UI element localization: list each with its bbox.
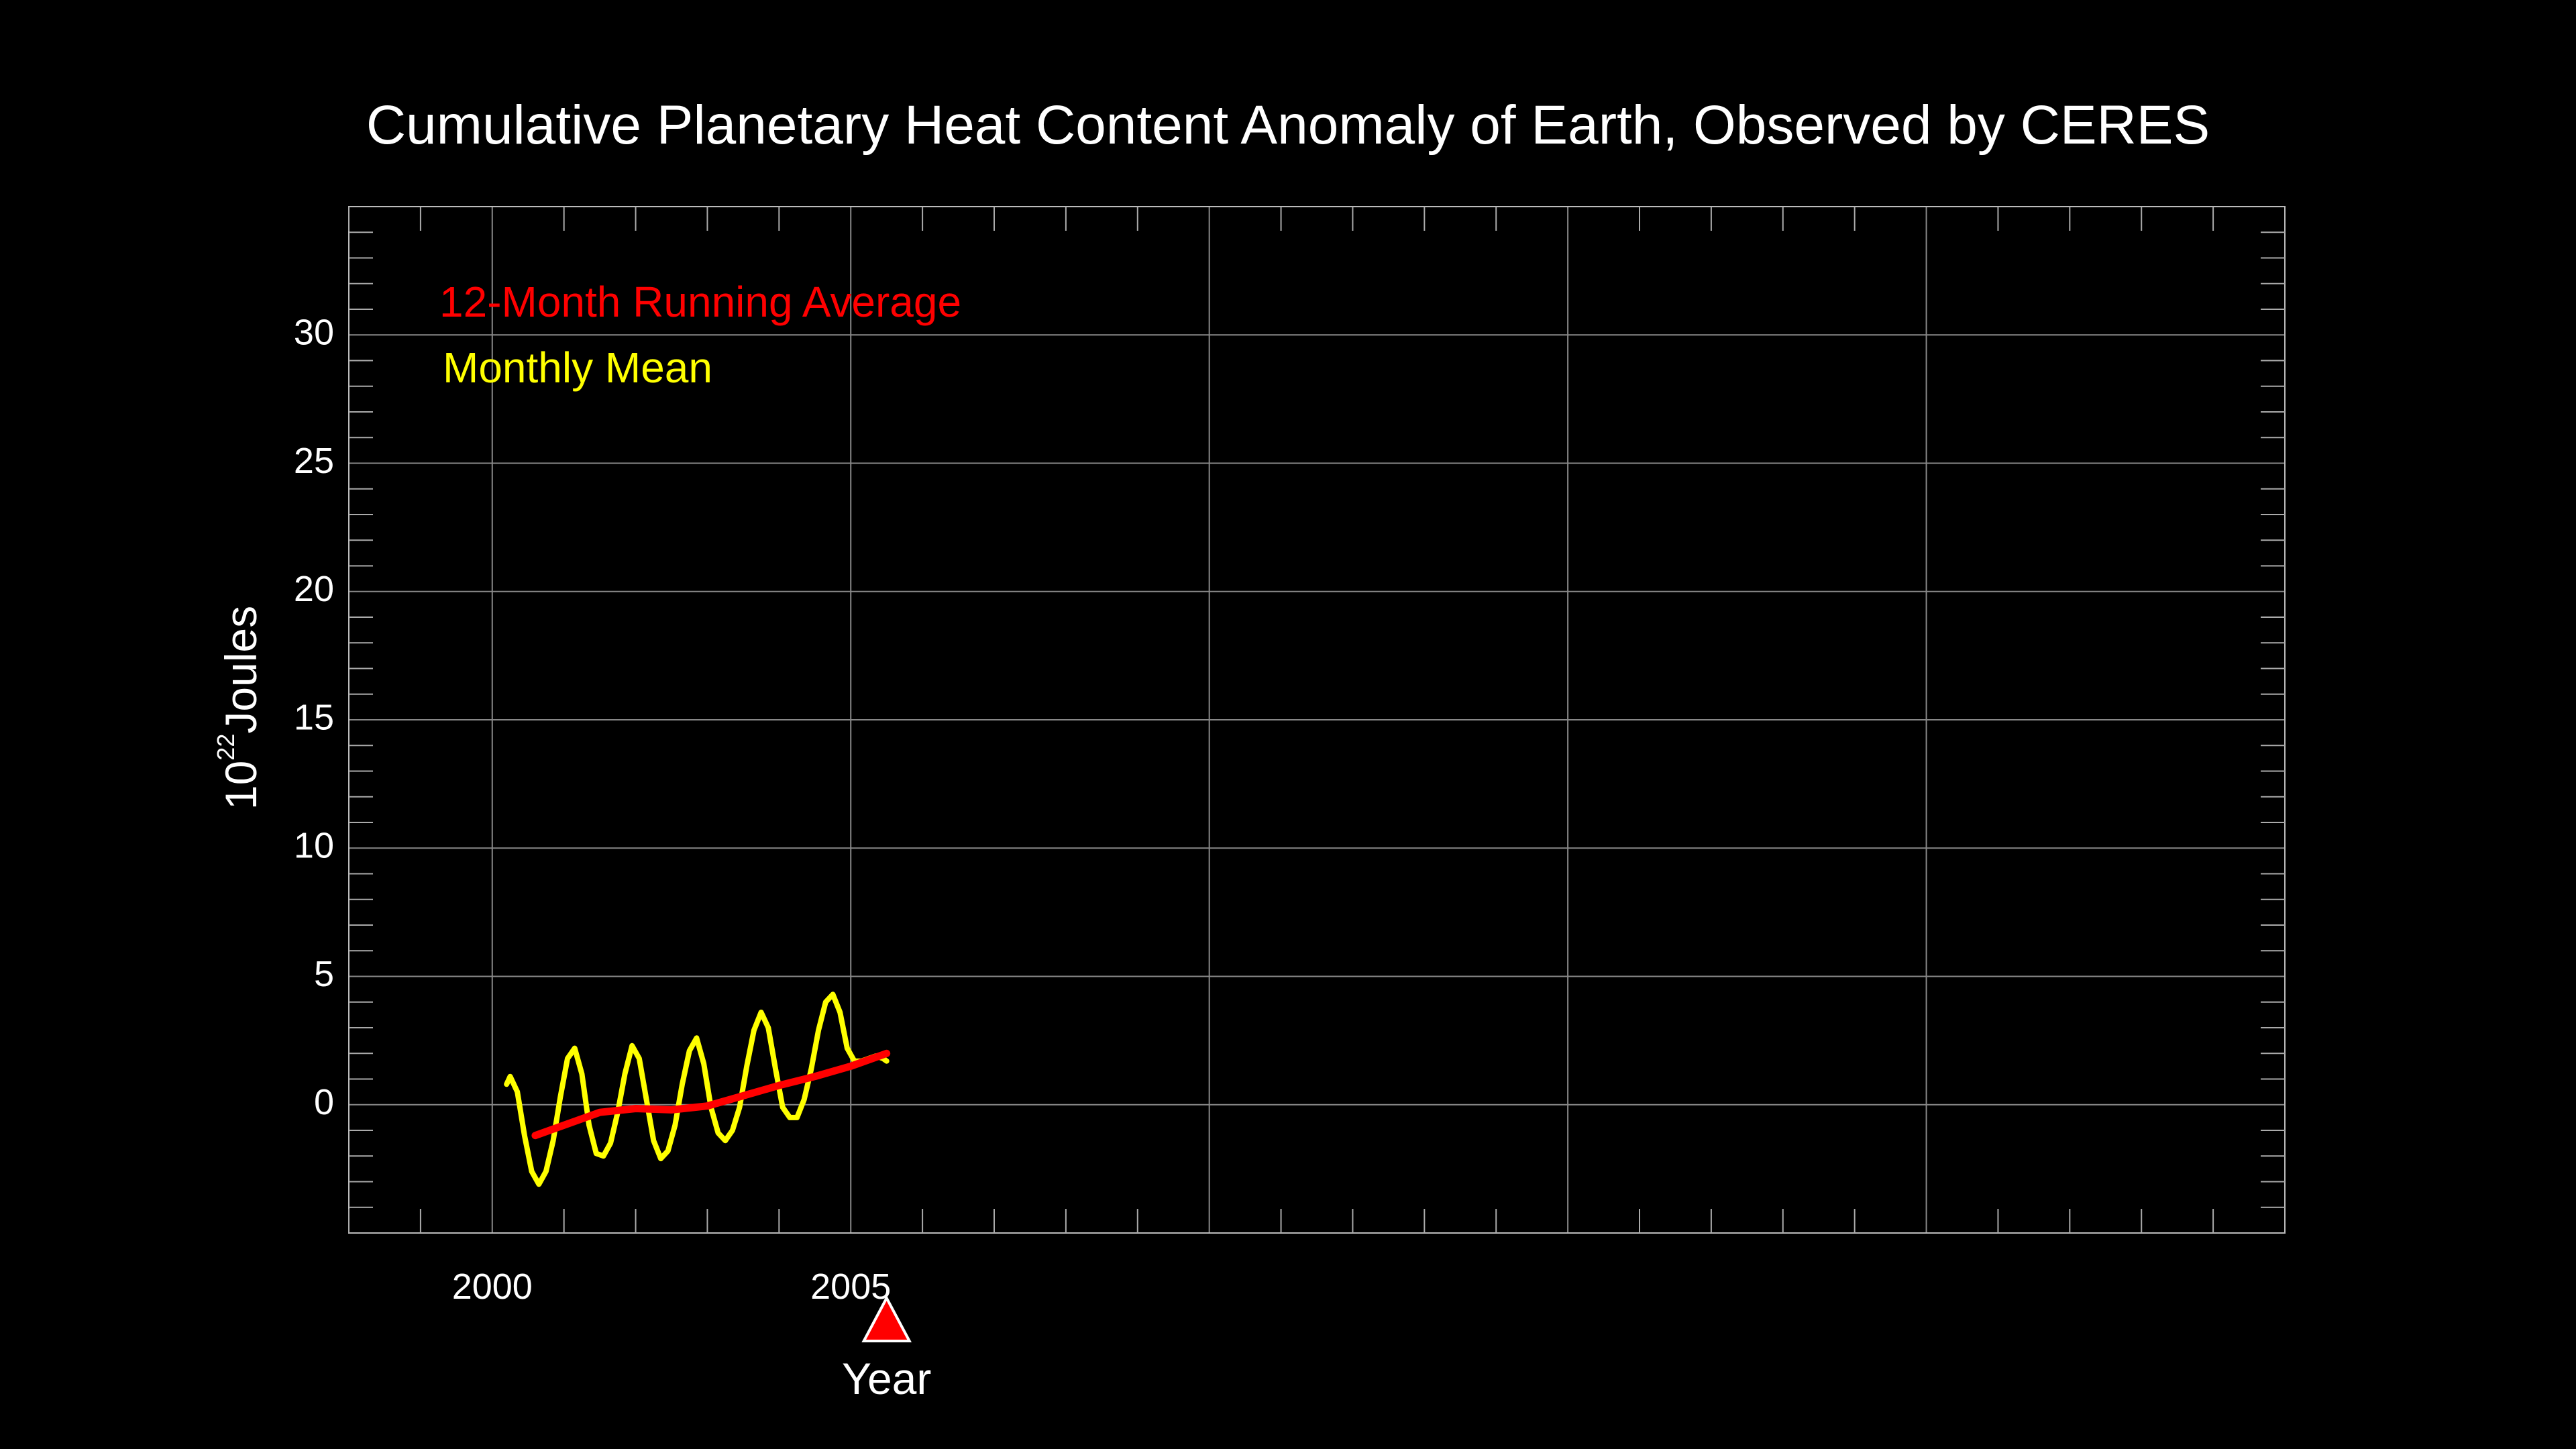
minor-ticks [348,207,2285,1233]
monthly-mean-line [504,991,890,1187]
y-axis-label-exponent: 22 [212,734,239,761]
y-axis-label-base: 10 [216,761,266,810]
y-tick-label: 25 [294,441,334,481]
y-axis-label: 1022Joules [212,606,266,810]
gridlines [349,207,2285,1233]
series-layer [504,991,891,1187]
legend-running-average: 12-Month Running Average [439,278,961,326]
y-tick-label: 0 [314,1082,334,1122]
y-tick-label: 30 [294,313,334,353]
plot-frame [348,206,2286,1234]
y-axis-label-unit: Joules [216,606,266,734]
chart-title: Cumulative Planetary Heat Content Anomal… [366,95,2210,156]
x-tick-label: 2005 [810,1267,891,1307]
y-tick-label: 20 [294,569,334,609]
x-tick-label: 2000 [452,1267,533,1307]
x-axis-label: Year [842,1354,931,1403]
y-tick-label: 15 [294,697,334,737]
tick-labels: 0 5 10 15 20 25 30 2000 2005 [294,313,891,1307]
current-year-marker [861,1295,912,1342]
legend-monthly-mean: Monthly Mean [443,343,712,392]
y-tick-label: 5 [314,954,334,994]
running-average-line [531,1049,891,1140]
y-tick-label: 10 [294,826,334,866]
